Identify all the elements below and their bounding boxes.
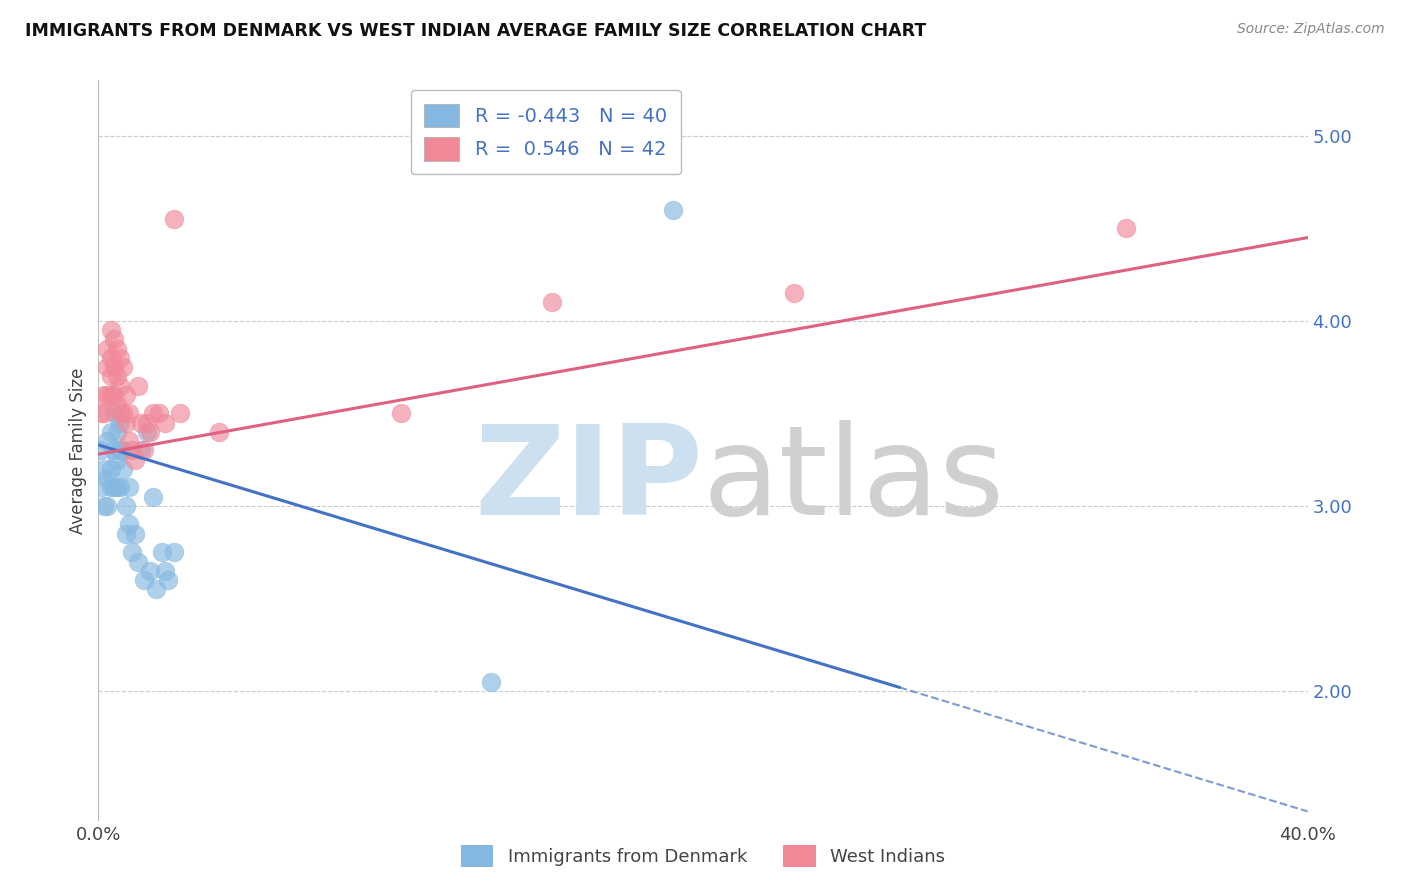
Point	[90, 443, 112, 458]
Point	[103, 388, 125, 402]
Point	[121, 443, 143, 458]
Legend: Immigrants from Denmark, West Indians: Immigrants from Denmark, West Indians	[450, 835, 956, 879]
Point	[118, 434, 141, 449]
Point	[124, 452, 146, 467]
Point	[103, 407, 125, 421]
Point	[661, 202, 683, 217]
Point	[93, 499, 115, 513]
Point	[127, 378, 149, 392]
Point	[103, 443, 125, 458]
Point	[150, 545, 173, 559]
Point	[481, 674, 503, 689]
Point	[96, 471, 118, 485]
Point	[105, 481, 128, 495]
Point	[208, 425, 231, 439]
Text: IMMIGRANTS FROM DENMARK VS WEST INDIAN AVERAGE FAMILY SIZE CORRELATION CHART: IMMIGRANTS FROM DENMARK VS WEST INDIAN A…	[25, 22, 927, 40]
Point	[135, 416, 157, 430]
Point	[114, 388, 136, 402]
Point	[389, 407, 412, 421]
Point	[111, 407, 134, 421]
Point	[163, 545, 186, 559]
Point	[108, 416, 131, 430]
Point	[111, 443, 134, 458]
Point	[121, 545, 143, 559]
Point	[111, 462, 134, 476]
Point	[153, 416, 176, 430]
Point	[142, 407, 165, 421]
Text: ZIP: ZIP	[474, 419, 703, 541]
Point	[93, 407, 115, 421]
Point	[540, 295, 562, 310]
Point	[100, 369, 122, 384]
Point	[96, 342, 118, 356]
Point	[118, 407, 141, 421]
Point	[100, 388, 122, 402]
Point	[114, 416, 136, 430]
Point	[96, 499, 118, 513]
Point	[90, 481, 112, 495]
Point	[114, 526, 136, 541]
Point	[153, 564, 176, 578]
Point	[783, 286, 806, 301]
Point	[129, 443, 152, 458]
Point	[132, 573, 155, 587]
Point	[169, 407, 191, 421]
Point	[103, 360, 125, 375]
Point	[100, 323, 122, 337]
Point	[129, 416, 152, 430]
Point	[93, 462, 115, 476]
Text: Source: ZipAtlas.com: Source: ZipAtlas.com	[1237, 22, 1385, 37]
Text: atlas: atlas	[703, 419, 1005, 541]
Point	[90, 407, 112, 421]
Point	[105, 452, 128, 467]
Point	[156, 573, 179, 587]
Point	[108, 443, 131, 458]
Point	[139, 564, 162, 578]
Y-axis label: Average Family Size: Average Family Size	[69, 368, 87, 533]
Point	[108, 378, 131, 392]
Point	[105, 369, 128, 384]
Point	[105, 397, 128, 411]
Point	[1115, 221, 1137, 235]
Point	[96, 388, 118, 402]
Point	[100, 425, 122, 439]
Point	[111, 360, 134, 375]
Point	[100, 351, 122, 365]
Point	[118, 481, 141, 495]
Point	[105, 425, 128, 439]
Point	[100, 481, 122, 495]
Point	[103, 333, 125, 347]
Point	[93, 388, 115, 402]
Point	[135, 425, 157, 439]
Point	[108, 407, 131, 421]
Point	[145, 582, 167, 597]
Point	[132, 443, 155, 458]
Point	[163, 212, 186, 227]
Point	[148, 407, 170, 421]
Point	[108, 351, 131, 365]
Point	[96, 360, 118, 375]
Point	[127, 554, 149, 569]
Point	[103, 481, 125, 495]
Point	[105, 342, 128, 356]
Point	[124, 526, 146, 541]
Point	[118, 517, 141, 532]
Point	[100, 462, 122, 476]
Point	[142, 490, 165, 504]
Point	[96, 434, 118, 449]
Point	[139, 425, 162, 439]
Point	[108, 481, 131, 495]
Point	[114, 499, 136, 513]
